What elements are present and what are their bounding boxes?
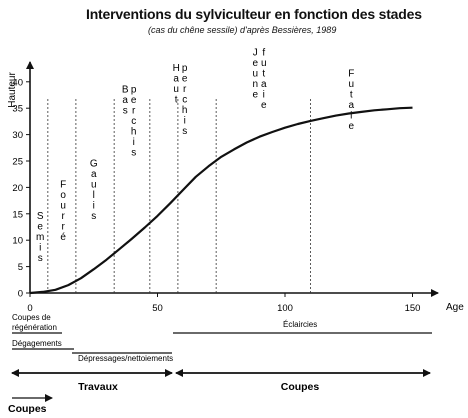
stage-letter: B [122,84,129,95]
y-tick-label: 20 [12,183,23,194]
stage-letter: p [182,63,188,74]
intervention-label-coupes-regeneration-line2: régénération [12,323,57,332]
stage-letter: f [262,47,265,58]
phase-label-coupes: Coupes [281,381,320,393]
y-tick-label: 30 [12,130,23,141]
stage-letter: e [252,58,258,69]
stage-letter: r [183,84,187,95]
intervention-label-degagements: Dégagements [12,339,62,348]
chart-subtitle: (cas du chêne sessile) d'après Bessières… [148,25,337,35]
stage-letter: p [131,84,137,95]
intervention-label-eclaircies: Éclaircies [283,320,317,329]
intervention-label-depressages: Dépressages/nettoiements [78,354,173,363]
stage-letter: F [60,179,66,190]
stage-letter: e [349,121,355,132]
intervention-label-coupes-regeneration: Coupes de [12,313,51,322]
stage-letter: h [182,105,188,116]
stage-letter: a [349,100,355,111]
stage-letter: u [261,58,267,69]
stage-letter: e [252,89,258,100]
stage-letter: a [122,95,128,106]
stage-letter: a [261,79,267,90]
x-tick-label: 100 [277,303,293,314]
stage-letter: a [173,74,179,85]
phase-label-travaux: Travaux [78,381,118,393]
stage-letter: i [184,116,186,127]
stage-letter: S [37,211,44,222]
stage-letter: t [350,90,353,101]
y-tick-label: 0 [18,289,23,300]
stage-letter: a [91,169,97,180]
y-tick-label: 40 [12,77,23,88]
stage-letter: i [133,137,135,148]
stage-letter: i [263,89,265,100]
stage-letter: u [252,68,258,79]
stage-letter: t [175,95,178,106]
stage-letter: i [350,111,352,122]
legend-label: Coupes [8,403,47,415]
stage-letter: u [349,79,355,90]
stage-letter: u [91,179,97,190]
stage-letter: s [131,147,136,158]
stage-letter: e [261,100,267,111]
chart-title: Interventions du sylviculteur en fonctio… [86,6,422,22]
stage-letter: s [91,211,96,222]
stage-letter: u [173,84,179,95]
stage-letter: e [37,222,43,233]
x-tick-label: 150 [405,303,421,314]
stage-letter: i [93,200,95,211]
y-tick-label: 15 [12,209,23,220]
stage-letter: s [182,126,187,137]
stage-letter: m [36,232,44,243]
stage-letter: i [39,243,41,254]
stage-letter: s [123,105,128,116]
stage-letter: u [60,200,66,211]
y-tick-label: 35 [12,104,23,115]
y-tick-label: 10 [12,236,23,247]
growth-curve [29,106,413,295]
stage-letter: t [262,68,265,79]
y-tick-label: 5 [18,262,23,273]
stage-letter: F [348,69,354,80]
x-tick-label: 50 [152,303,163,314]
stage-letter: J [253,47,258,58]
x-tick-label: 0 [27,303,32,314]
stage-letter: o [60,190,66,201]
y-tick-label: 25 [12,157,23,168]
stage-letter: l [93,190,95,201]
stage-letter: r [61,211,65,222]
stage-letter: r [61,221,65,232]
stage-letter: s [38,253,43,264]
stage-letter: e [182,74,188,85]
stage-letter: c [182,95,187,106]
stage-letter: h [131,126,137,137]
stage-letter: r [132,105,136,116]
y-axis-label: Hauteur [7,72,18,108]
stage-letter: e [131,95,137,106]
x-axis-label: Age [446,302,464,313]
stage-letter: é [60,232,66,243]
stage-letter: H [173,63,180,74]
stage-letter: G [90,158,98,169]
stage-letter: c [131,116,136,127]
stage-letter: n [252,79,258,90]
